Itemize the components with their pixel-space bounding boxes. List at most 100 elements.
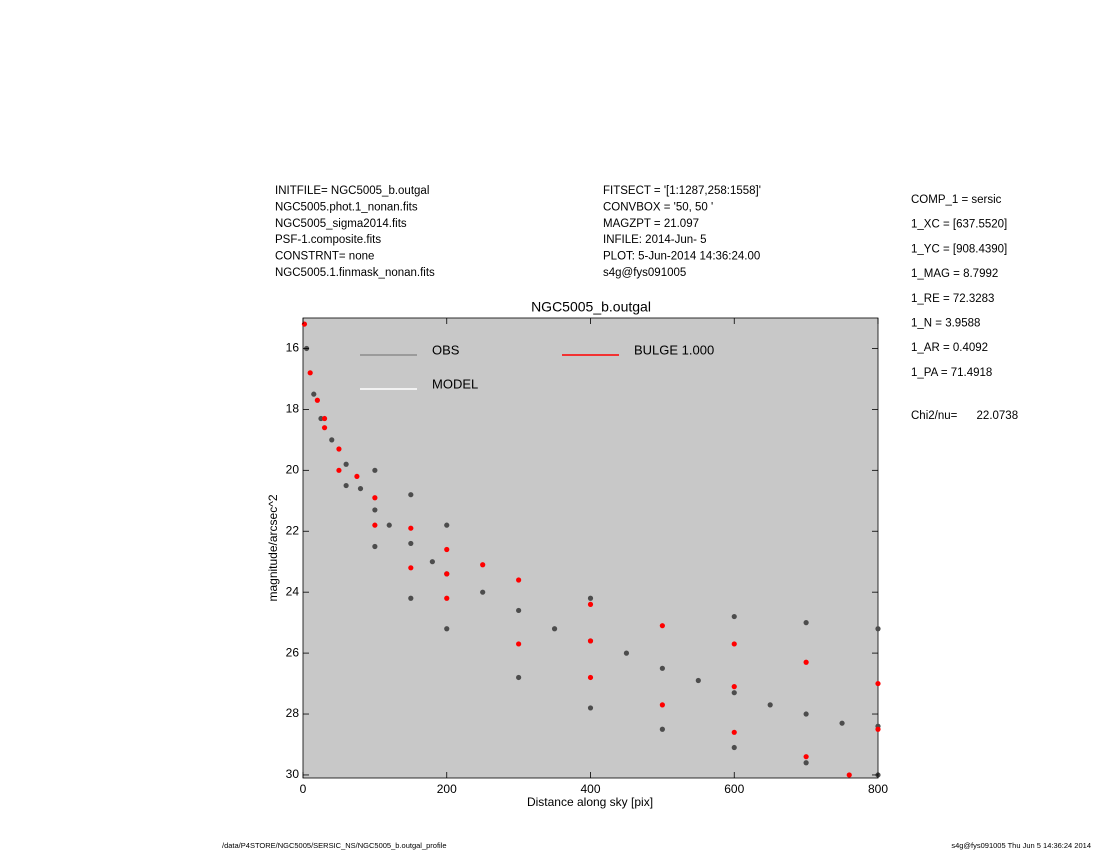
point: [623, 650, 630, 656]
parameter: 1_N = 3.9588: [911, 318, 980, 330]
legend-label: OBS: [432, 342, 460, 357]
header-center-line: CONVBOX = '50, 50 ': [603, 201, 713, 213]
header-center-line: INFILE: 2014-Jun- 5: [603, 234, 707, 246]
point: [372, 467, 378, 473]
header-center-line: s4g@fys091005: [603, 267, 686, 279]
y-tick-label: 16: [286, 341, 300, 355]
point: [659, 726, 665, 732]
point: [731, 690, 737, 696]
header-center-line: PLOT: 5-Jun-2014 14:36:24.00: [603, 251, 760, 263]
point: [314, 397, 320, 403]
point: [429, 559, 435, 565]
point: [386, 522, 392, 528]
point: [767, 702, 773, 708]
header-left-line: NGC5005.phot.1_nonan.fits: [275, 201, 418, 213]
footer-right: s4g@fys091005 Thu Jun 5 14:36:24 2014: [951, 841, 1091, 850]
point: [803, 711, 809, 717]
point: [803, 754, 809, 760]
point: [307, 370, 313, 376]
point: [803, 760, 809, 766]
point: [444, 595, 450, 601]
point: [839, 720, 845, 726]
x-tick-label: 0: [300, 782, 307, 796]
point: [321, 415, 328, 422]
point: [587, 601, 594, 607]
point: [354, 473, 360, 480]
point: [731, 729, 737, 735]
point: [875, 680, 881, 687]
points: [301, 321, 881, 778]
header-center-line: MAGZPT = 21.097: [603, 218, 699, 230]
y-tick-label: 22: [286, 523, 300, 537]
point: [444, 522, 450, 528]
point: [408, 492, 414, 498]
header-center-line: FITSECT = '[1:1287,258:1558]': [603, 185, 761, 197]
point: [875, 626, 881, 632]
x-tick-label: 800: [868, 782, 888, 796]
point: [336, 446, 342, 452]
legend-label: MODEL: [432, 376, 478, 391]
point: [318, 415, 324, 422]
y-tick-label: 28: [286, 706, 300, 720]
header-left-line: CONSTRNT= none: [275, 251, 374, 263]
point: [516, 674, 522, 681]
point: [731, 684, 737, 690]
point: [343, 482, 349, 489]
point: [587, 638, 594, 644]
chart-title: NGC5005_b.outgal: [531, 299, 651, 315]
x-tick-label: 200: [437, 782, 457, 796]
point: [695, 677, 701, 684]
point: [803, 620, 809, 626]
point: [444, 571, 450, 577]
point: [516, 577, 522, 583]
point: [329, 437, 335, 443]
point: [372, 522, 378, 528]
y-tick-label: 24: [286, 584, 300, 598]
chi2: Chi2/nu= 22.0738: [911, 410, 1018, 422]
point: [875, 726, 881, 732]
point: [587, 595, 594, 601]
parameter: 1_MAG = 8.7992: [911, 268, 998, 280]
y-tick-label: 20: [286, 462, 300, 476]
point: [659, 665, 665, 671]
parameter: 1_PA = 71.4918: [911, 367, 992, 379]
point: [480, 589, 486, 595]
y-tick-label: 18: [286, 402, 300, 416]
footer-left: /data/P4STORE/NGC5005/SERSIC_NS/NGC5005_…: [222, 841, 447, 850]
y-tick-label: 30: [286, 767, 300, 781]
point: [408, 540, 414, 547]
parameter: 1_YC = [908.4390]: [911, 243, 1007, 255]
y-axis-title: magnitude/arcsec^2: [266, 494, 280, 601]
point: [372, 507, 378, 513]
x-axis-title: Distance along sky [pix]: [527, 795, 653, 809]
legend-label: BULGE 1.000: [634, 342, 714, 357]
point: [480, 562, 486, 568]
parameter: 1_XC = [637.5520]: [911, 219, 1007, 231]
point: [311, 391, 317, 397]
header-left-line: INITFILE= NGC5005_b.outgal: [275, 185, 429, 197]
point: [408, 525, 414, 531]
plot-area: [302, 317, 879, 779]
point: [408, 595, 414, 601]
point: [372, 543, 378, 550]
point: [731, 613, 737, 620]
point: [408, 565, 414, 571]
point: [444, 546, 450, 553]
point: [803, 659, 809, 665]
header-left-line: NGC5005_sigma2014.fits: [275, 218, 407, 230]
point: [516, 641, 522, 647]
point: [444, 626, 450, 632]
y-tick-label: 26: [286, 645, 300, 659]
point: [659, 702, 665, 708]
point: [587, 705, 594, 711]
x-tick-label: 400: [580, 782, 600, 796]
point: [516, 607, 522, 614]
point: [659, 623, 665, 629]
point: [731, 744, 737, 751]
point: [587, 674, 594, 681]
header-left-line: NGC5005.1.finmask_nonan.fits: [275, 267, 435, 279]
point: [551, 626, 558, 632]
point: [357, 485, 364, 492]
point: [321, 425, 328, 431]
point: [343, 461, 349, 467]
